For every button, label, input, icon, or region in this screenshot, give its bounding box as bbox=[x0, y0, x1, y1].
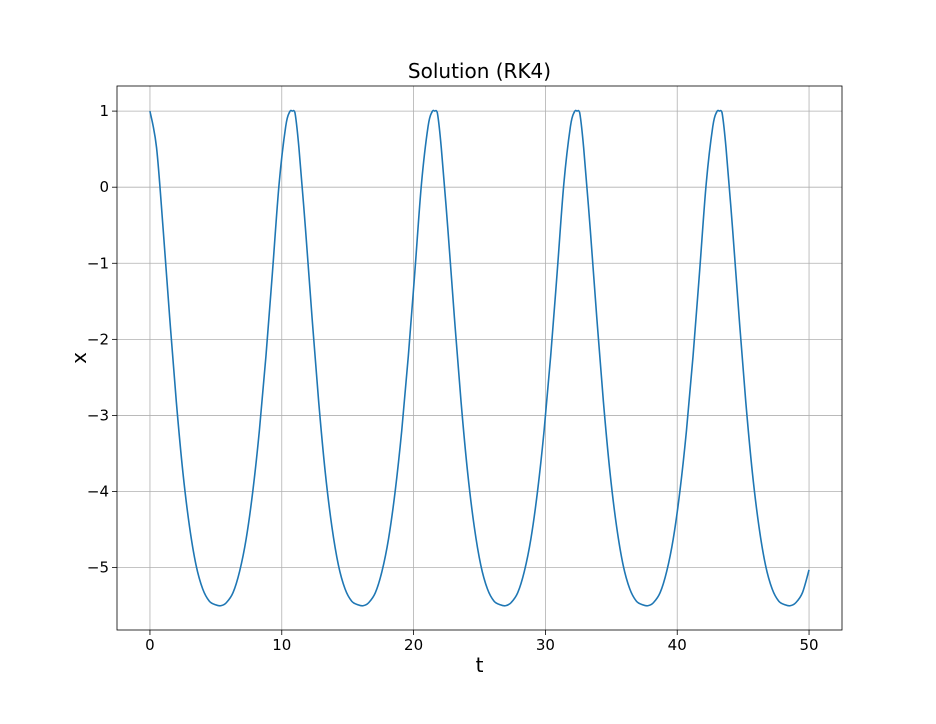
x-axis-label: t bbox=[476, 653, 484, 677]
x-tick-label: 20 bbox=[404, 636, 423, 654]
y-tick-label: −2 bbox=[87, 330, 109, 348]
y-tick-label: −4 bbox=[87, 483, 109, 501]
x-tick-label: 30 bbox=[536, 636, 555, 654]
y-tick-label: 0 bbox=[99, 178, 109, 196]
x-tick-label: 10 bbox=[272, 636, 291, 654]
series-layer bbox=[149, 109, 810, 607]
y-tick-label: −5 bbox=[87, 559, 109, 577]
chart-title: Solution (RK4) bbox=[408, 59, 551, 83]
x-axis: 0 10 20 30 40 50 bbox=[145, 630, 819, 654]
y-axis-label: x bbox=[67, 352, 91, 364]
y-tick-label: 1 bbox=[99, 102, 109, 120]
grid bbox=[117, 86, 842, 630]
x-tick-label: 40 bbox=[668, 636, 687, 654]
x-tick-label: 0 bbox=[145, 636, 155, 654]
x-tick-label: 50 bbox=[799, 636, 818, 654]
y-tick-label: −1 bbox=[87, 254, 109, 272]
y-tick-label: −3 bbox=[87, 406, 109, 424]
series-line bbox=[149, 109, 810, 607]
plot-frame bbox=[116, 85, 843, 631]
y-axis: 1 0 −1 −2 −3 −4 −5 bbox=[87, 102, 117, 577]
